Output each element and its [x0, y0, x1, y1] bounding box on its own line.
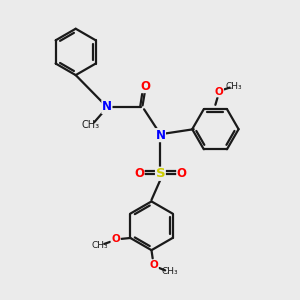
Text: CH₃: CH₃	[82, 120, 100, 130]
Text: O: O	[140, 80, 151, 93]
Text: CH₃: CH₃	[226, 82, 242, 91]
Text: O: O	[134, 167, 144, 180]
Text: S: S	[156, 167, 165, 180]
Text: N: N	[155, 129, 165, 142]
Text: O: O	[214, 87, 223, 97]
Text: CH₃: CH₃	[92, 241, 108, 250]
Text: N: N	[102, 100, 112, 113]
Text: O: O	[149, 260, 158, 270]
Text: CH₃: CH₃	[161, 267, 178, 276]
Text: O: O	[111, 235, 120, 244]
Text: O: O	[177, 167, 187, 180]
